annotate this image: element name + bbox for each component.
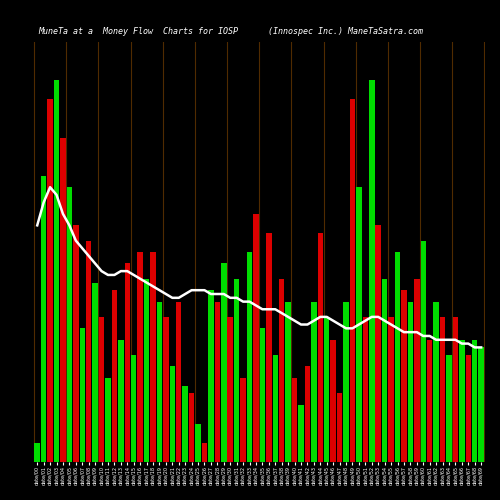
Bar (395, 252, 400, 462)
Bar (388, 317, 394, 462)
Bar (48, 100, 53, 462)
Bar (176, 302, 182, 462)
Bar (124, 264, 130, 462)
Bar (73, 226, 78, 462)
Bar (434, 302, 439, 462)
Bar (240, 378, 246, 462)
Text: (Innospec Inc.) ManeTaSatra.com: (Innospec Inc.) ManeTaSatra.com (268, 27, 423, 36)
Bar (350, 100, 355, 462)
Bar (228, 317, 233, 462)
Bar (369, 80, 374, 462)
Bar (318, 233, 323, 462)
Bar (196, 424, 201, 462)
Bar (214, 302, 220, 462)
Bar (66, 187, 72, 462)
Bar (356, 187, 362, 462)
Bar (272, 355, 278, 462)
Bar (247, 252, 252, 462)
Bar (292, 378, 298, 462)
Bar (60, 138, 66, 462)
Bar (459, 340, 464, 462)
Bar (112, 290, 117, 462)
Bar (144, 279, 150, 462)
Bar (118, 340, 124, 462)
Bar (221, 264, 226, 462)
Bar (452, 317, 458, 462)
Bar (170, 366, 175, 462)
Bar (202, 443, 207, 462)
Bar (298, 404, 304, 462)
Bar (208, 290, 214, 462)
Bar (446, 355, 452, 462)
Bar (99, 317, 104, 462)
Bar (41, 176, 46, 462)
Bar (163, 317, 168, 462)
Bar (344, 302, 349, 462)
Bar (420, 240, 426, 462)
Bar (324, 317, 330, 462)
Bar (34, 443, 40, 462)
Bar (150, 252, 156, 462)
Bar (138, 252, 143, 462)
Bar (253, 214, 258, 462)
Bar (440, 317, 446, 462)
Bar (408, 302, 413, 462)
Bar (286, 302, 291, 462)
Bar (427, 340, 432, 462)
Bar (330, 340, 336, 462)
Bar (189, 393, 194, 462)
Bar (382, 279, 388, 462)
Bar (106, 378, 110, 462)
Bar (311, 302, 316, 462)
Bar (279, 279, 284, 462)
Bar (362, 317, 368, 462)
Bar (266, 233, 272, 462)
Bar (80, 328, 85, 462)
Bar (156, 302, 162, 462)
Bar (304, 366, 310, 462)
Bar (92, 282, 98, 462)
Bar (466, 355, 471, 462)
Bar (54, 80, 60, 462)
Bar (478, 348, 484, 462)
Bar (376, 226, 381, 462)
Bar (131, 355, 136, 462)
Bar (234, 279, 239, 462)
Bar (472, 340, 478, 462)
Bar (337, 393, 342, 462)
Bar (414, 279, 420, 462)
Bar (182, 386, 188, 462)
Bar (86, 240, 92, 462)
Text: MuneTa at a  Money Flow  Charts for IOSP: MuneTa at a Money Flow Charts for IOSP (38, 27, 238, 36)
Bar (260, 328, 265, 462)
Bar (401, 290, 406, 462)
